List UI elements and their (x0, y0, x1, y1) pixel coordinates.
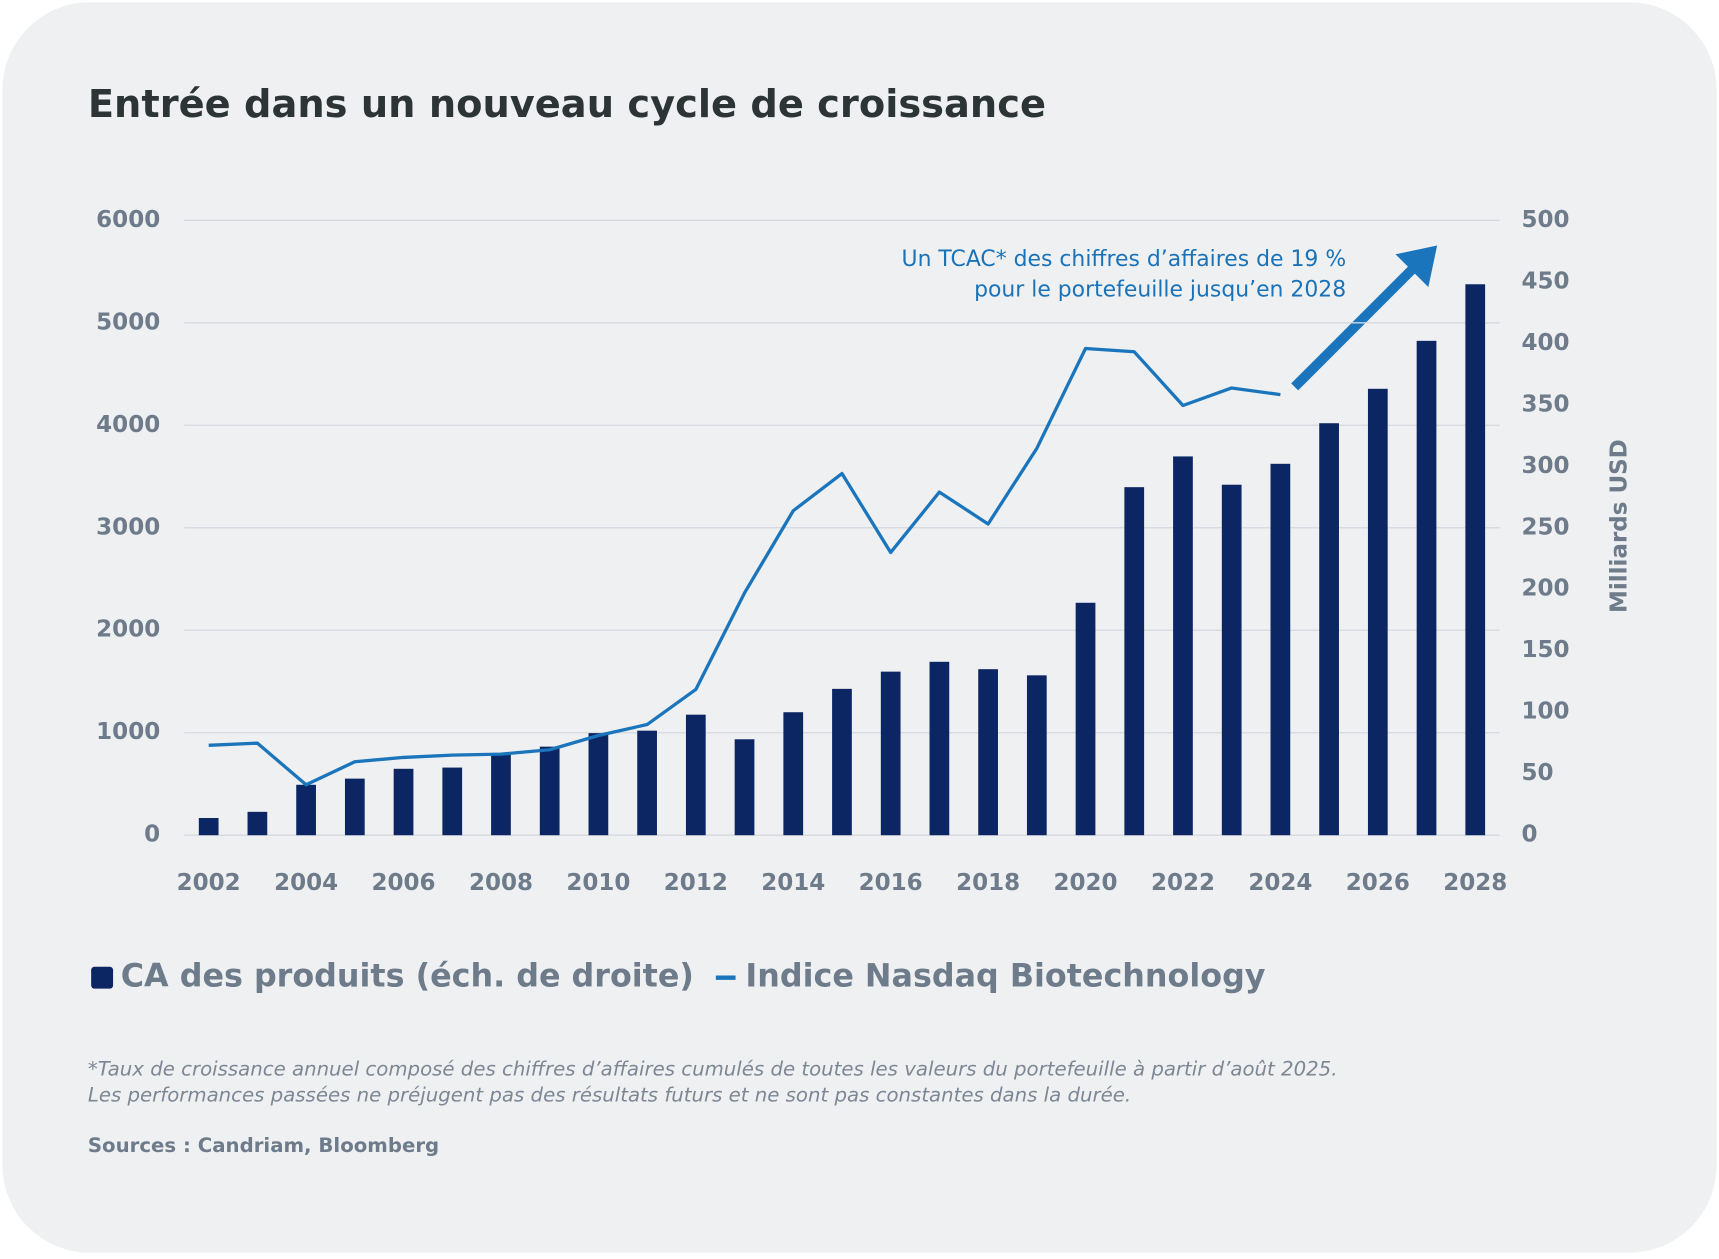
bar (296, 784, 316, 836)
bar (1026, 675, 1047, 836)
x-tick-label: 2002 (177, 870, 241, 896)
bar (393, 768, 414, 836)
y-tick-label: 0 (144, 822, 160, 848)
x-tick-label: 2012 (664, 870, 728, 896)
y2-tick-label: 100 (1522, 699, 1570, 725)
x-tick-label: 2006 (372, 870, 436, 896)
y2-tick-label: 250 (1522, 514, 1570, 540)
bar (1465, 284, 1486, 836)
y2-tick-label: 150 (1522, 637, 1570, 663)
annotation: pour le portefeuille jusqu’en 2028 (974, 277, 1346, 302)
bar (491, 754, 511, 836)
legend-swatch (91, 966, 114, 989)
bar (685, 714, 706, 836)
chart-title: Entrée dans un nouveau cycle de croissan… (88, 82, 1046, 127)
y-tick-label: 1000 (96, 719, 160, 745)
y-tick-label: 6000 (96, 207, 160, 233)
y2-tick-label: 350 (1522, 391, 1570, 417)
y2-tick-label: 500 (1522, 207, 1570, 233)
bar (637, 730, 657, 836)
y2-tick-label: 200 (1522, 576, 1570, 602)
bar (1173, 456, 1193, 836)
bar (442, 767, 463, 836)
y-tick-label: 3000 (96, 514, 160, 540)
y-tick-label: 4000 (96, 412, 160, 438)
bar (1319, 423, 1339, 836)
growth-arrow (1291, 245, 1438, 391)
x-tick-label: 2018 (956, 870, 1020, 896)
bar (1270, 463, 1291, 836)
y2-tick-label: 450 (1522, 268, 1570, 294)
line (208, 346, 1281, 787)
bar (832, 688, 852, 836)
bar (978, 669, 998, 836)
bar (588, 733, 609, 836)
y-tick-label: 5000 (96, 309, 160, 335)
x-tick-label: 2010 (566, 870, 630, 896)
bar (1367, 388, 1388, 836)
y-tick-label: 2000 (96, 617, 160, 643)
annotation: Un TCAC* des chiffres d’affaires de 19 % (902, 247, 1347, 272)
y2-tick-label: 50 (1522, 760, 1554, 786)
x-tick-label: 2024 (1248, 870, 1312, 896)
x-tick-label: 2028 (1443, 870, 1507, 896)
source: Sources : Candriam, Bloomberg (88, 1134, 439, 1157)
y2-tick-label: 300 (1522, 453, 1570, 479)
bar (1075, 602, 1096, 836)
y2-tick-label: 0 (1522, 822, 1538, 848)
footnote: Les performances passées ne préjugent pa… (88, 1084, 1131, 1107)
x-tick-label: 2020 (1054, 870, 1118, 896)
bar (1221, 484, 1242, 836)
legend-label: CA des produits (éch. de droite) (121, 959, 694, 995)
y2-axis-label: Milliards USD (1607, 439, 1633, 613)
bar (198, 817, 219, 836)
x-tick-label: 2008 (469, 870, 533, 896)
bar (344, 778, 365, 836)
x-tick-label: 2026 (1346, 870, 1410, 896)
legend-label: Indice Nasdaq Biotechnology (745, 959, 1265, 995)
bar (1124, 487, 1145, 836)
bar (880, 671, 901, 836)
footnote: *Taux de croissance annuel composé des c… (88, 1057, 1338, 1080)
bar (929, 661, 950, 836)
x-tick-label: 2022 (1151, 870, 1215, 896)
x-tick-label: 2004 (274, 870, 338, 896)
y2-tick-label: 400 (1522, 330, 1570, 356)
x-tick-label: 2014 (761, 870, 825, 896)
bar (247, 811, 268, 836)
bar (783, 712, 804, 836)
x-tick-label: 2016 (859, 870, 923, 896)
bar (734, 739, 755, 836)
bar (1416, 340, 1437, 836)
bar (539, 746, 560, 836)
